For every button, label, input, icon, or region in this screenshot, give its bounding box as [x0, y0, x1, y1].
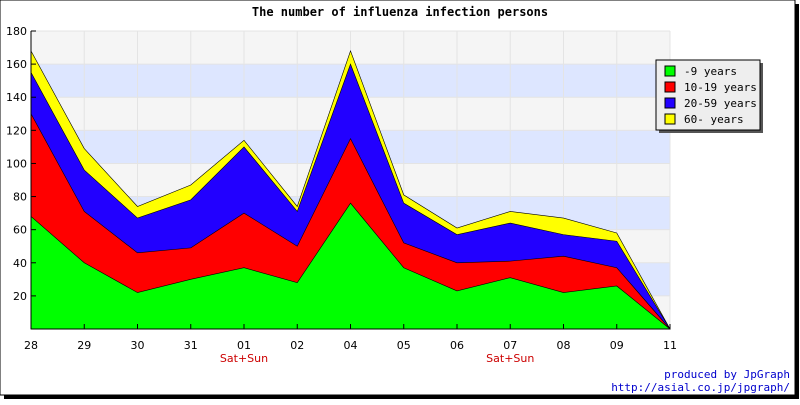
- credit-line-1: produced by JpGraph: [664, 368, 790, 381]
- x-sub-label: Sat+Sun: [220, 352, 268, 365]
- x-tick-label: 01: [237, 339, 251, 352]
- x-tick-label: 31: [184, 339, 198, 352]
- y-tick-label: 60: [13, 224, 27, 237]
- y-tick-label: 40: [13, 257, 27, 270]
- series-areas: [30, 49, 671, 330]
- area-series-1: [30, 202, 671, 330]
- credit-line-2: http://asial.co.jp/jpgraph/: [611, 381, 790, 394]
- legend-swatch: [664, 113, 676, 125]
- x-tick-label: 11: [663, 339, 677, 352]
- x-sub-label: Sat+Sun: [486, 352, 534, 365]
- x-tick-label: 08: [557, 339, 571, 352]
- x-tick-label: 28: [24, 339, 38, 352]
- y-tick-label: 160: [6, 58, 27, 71]
- x-tick-label: 06: [450, 339, 464, 352]
- legend-label: 60- years: [684, 113, 744, 126]
- y-tick-label: 20: [13, 290, 27, 303]
- legend-label: 20-59 years: [684, 97, 757, 110]
- x-tick-labels: 28 29 30 31 01 02 04 05 06 07 08 09 11: [24, 339, 677, 352]
- x-tick-label: 02: [290, 339, 304, 352]
- y-tick-label: 180: [6, 25, 27, 38]
- y-tick-labels: 20 40 60 80 100 120 140 160 180: [6, 25, 27, 303]
- legend-swatch: [664, 81, 676, 93]
- x-tick-label: 07: [503, 339, 517, 352]
- legend-label: -9 years: [684, 65, 737, 78]
- x-tick-label: 05: [397, 339, 411, 352]
- y-tick-label: 100: [6, 157, 27, 170]
- x-tick-label: 30: [131, 339, 145, 352]
- legend: -9 years 10-19 years 20-59 years 60- years: [655, 59, 763, 133]
- legend-swatch: [664, 97, 676, 109]
- x-tick-label: 29: [77, 339, 91, 352]
- legend-swatch: [664, 65, 676, 77]
- legend-label: 10-19 years: [684, 81, 757, 94]
- y-tick-label: 120: [6, 124, 27, 137]
- axes: [30, 30, 671, 330]
- x-sub-labels: Sat+Sun Sat+Sun: [220, 352, 534, 365]
- x-tick-label: 04: [344, 339, 358, 352]
- y-tick-label: 140: [6, 91, 27, 104]
- y-tick-label: 80: [13, 191, 27, 204]
- x-tick-label: 09: [610, 339, 624, 352]
- chart-title: The number of influenza infection person…: [252, 5, 548, 19]
